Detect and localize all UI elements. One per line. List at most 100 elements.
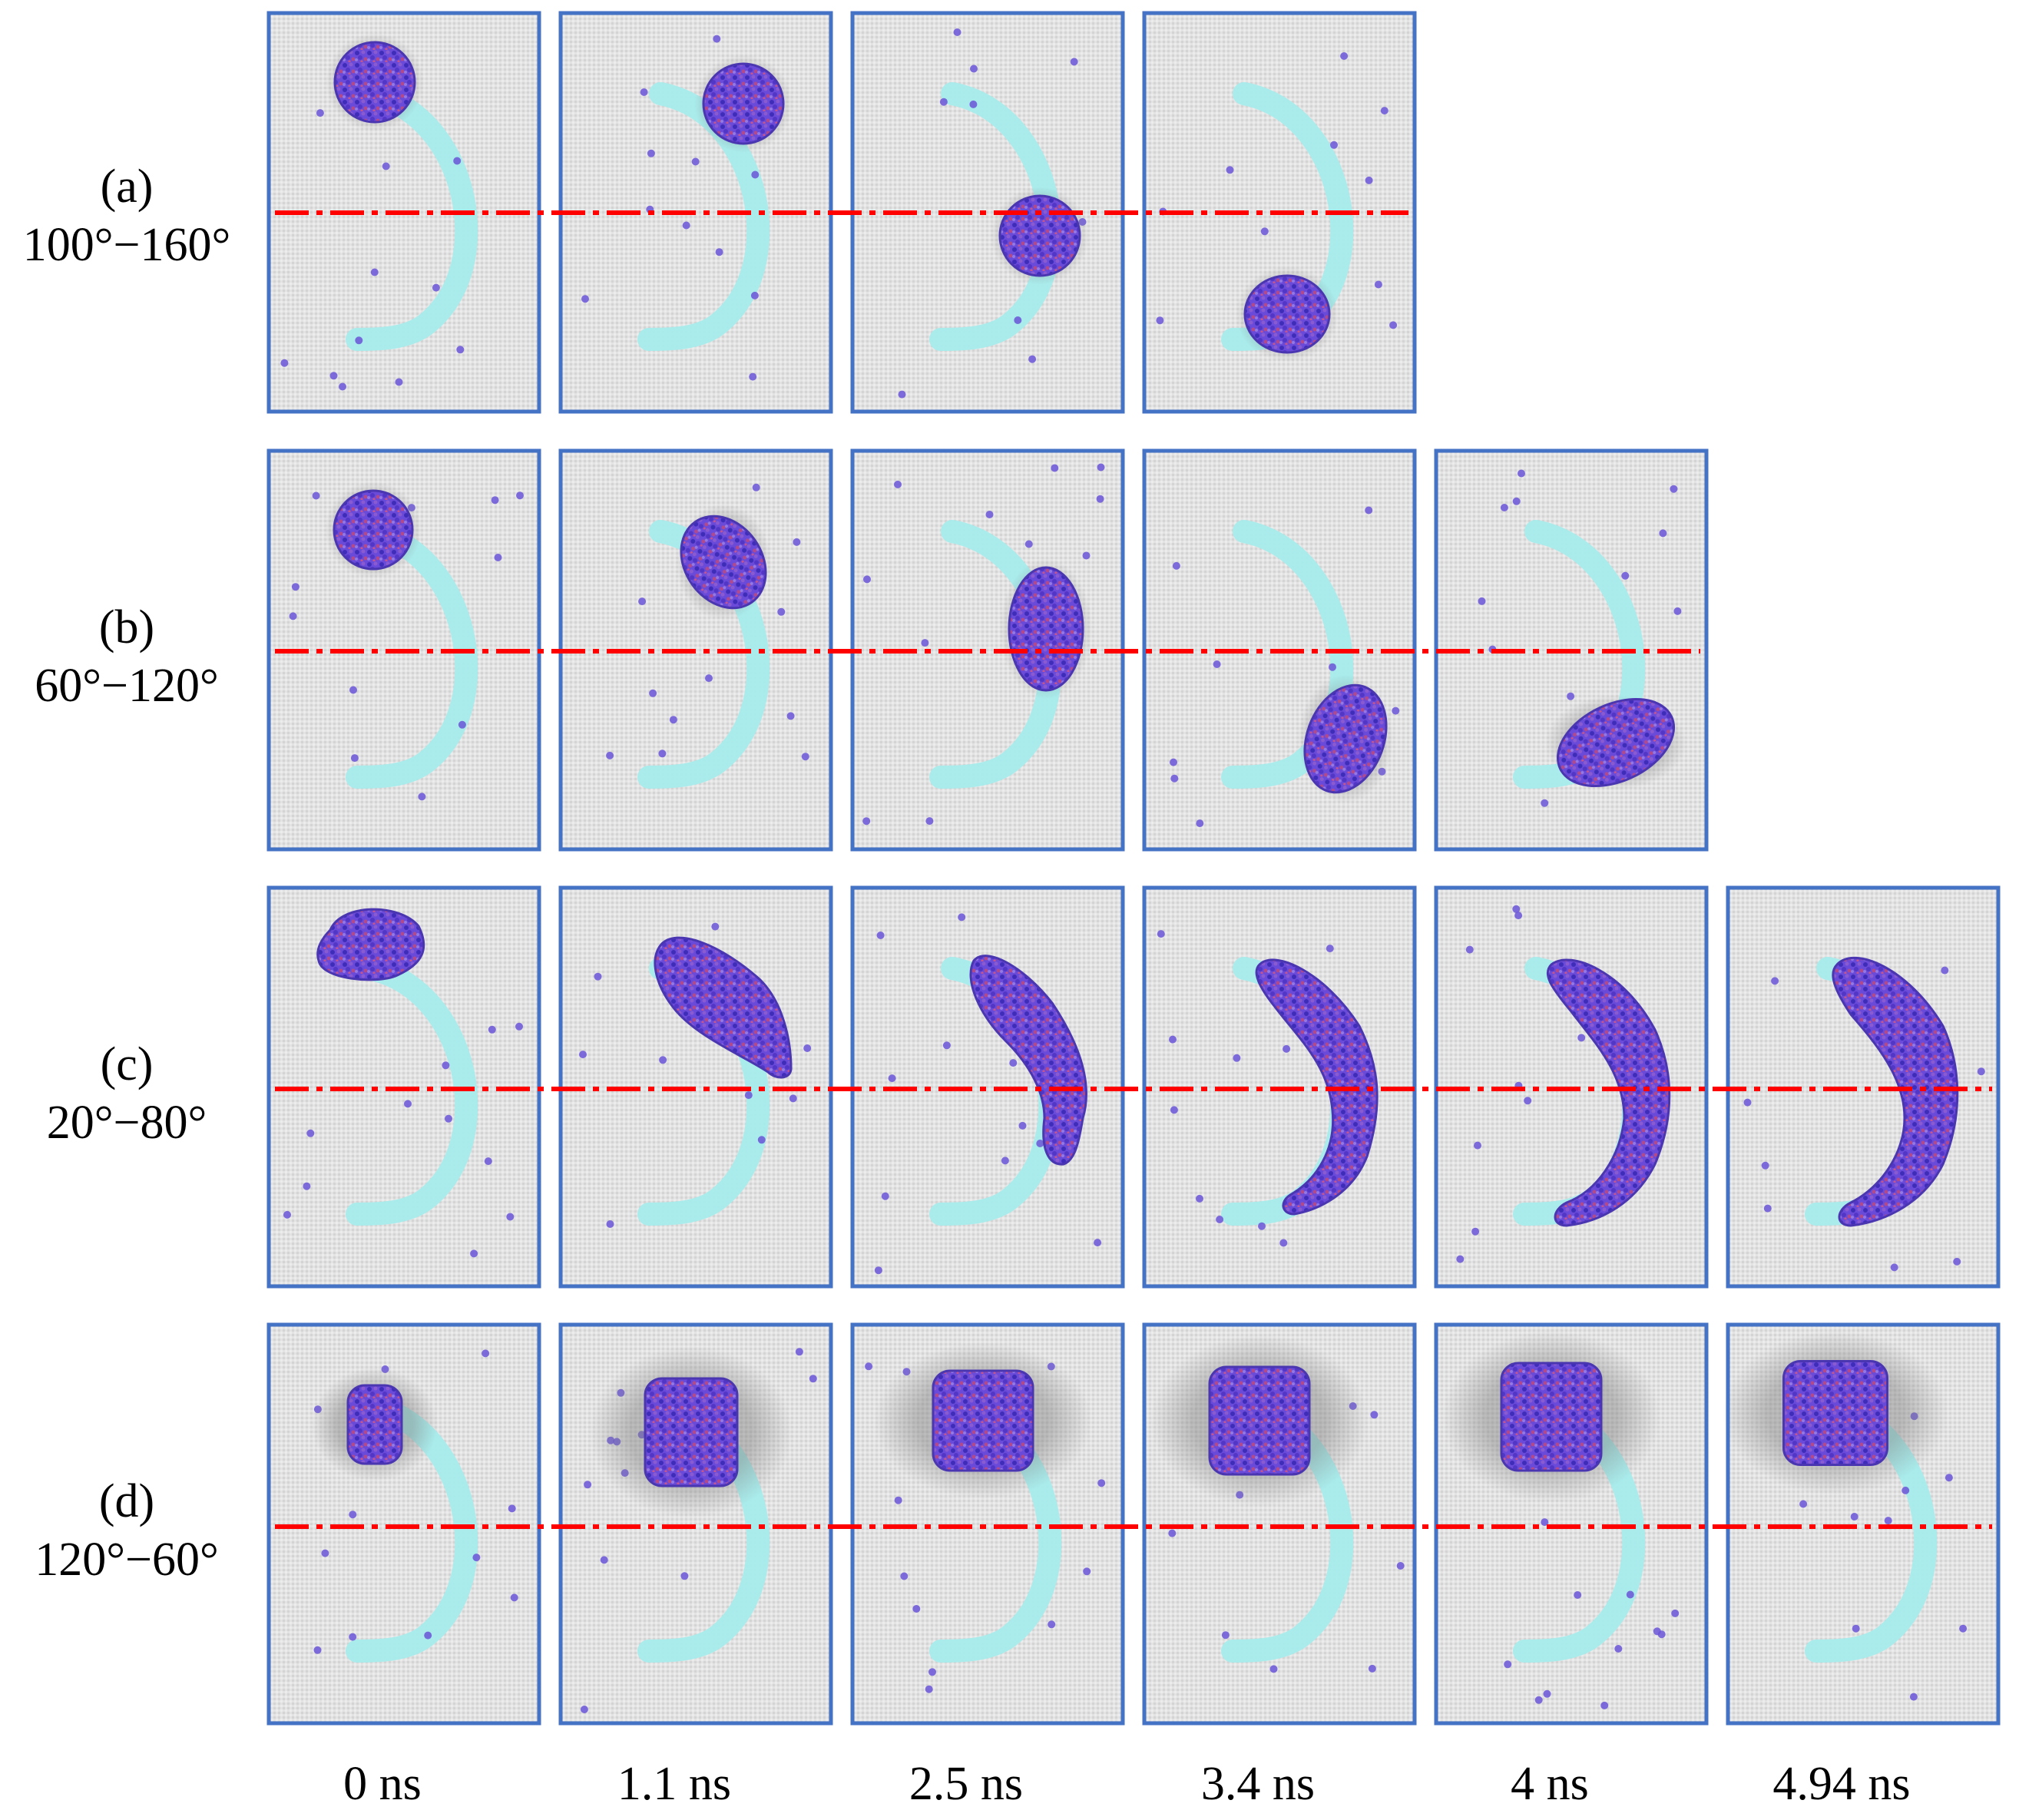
droplet xyxy=(654,936,793,1079)
particle xyxy=(482,1349,490,1358)
particle xyxy=(349,1511,357,1519)
panel-d-1 xyxy=(558,1322,833,1726)
particle xyxy=(1170,774,1179,783)
particle xyxy=(303,1182,311,1190)
particle xyxy=(1374,280,1382,289)
panel-frame xyxy=(1142,1322,1417,1726)
particle xyxy=(925,817,934,826)
particle xyxy=(1083,1567,1091,1576)
particle xyxy=(1389,321,1398,329)
particle xyxy=(1024,540,1033,548)
particle xyxy=(316,109,324,117)
particle xyxy=(942,1041,951,1050)
particle xyxy=(1014,316,1022,324)
droplet xyxy=(702,62,785,145)
particle xyxy=(1196,819,1204,828)
particle xyxy=(600,1556,608,1564)
particle xyxy=(1567,692,1575,700)
particle xyxy=(1396,1562,1405,1570)
particle xyxy=(453,157,462,165)
particle xyxy=(1621,571,1630,580)
panel-frame xyxy=(266,1322,541,1726)
curved-track xyxy=(346,520,478,789)
row-c-panels xyxy=(266,885,2001,1289)
row-range-b: 60°−120° xyxy=(35,660,219,712)
particle xyxy=(1168,1529,1177,1537)
droplet xyxy=(1500,1362,1603,1472)
particle xyxy=(606,1220,614,1228)
particle xyxy=(809,1375,817,1383)
particle xyxy=(349,1633,357,1641)
particle xyxy=(862,817,871,826)
particle xyxy=(1518,469,1525,478)
particle xyxy=(606,751,614,759)
particle xyxy=(508,1504,516,1513)
particle xyxy=(1614,1645,1623,1653)
row-tag-d: (d) xyxy=(98,1475,155,1527)
particle xyxy=(1512,497,1521,505)
particle xyxy=(506,1213,515,1221)
particle xyxy=(1170,1106,1178,1114)
particle xyxy=(1172,561,1180,570)
particle xyxy=(881,1192,889,1200)
particle xyxy=(638,597,647,606)
particle xyxy=(350,754,359,763)
row-label-d: (d) 120°−60° xyxy=(0,1472,253,1589)
particle xyxy=(1626,1590,1634,1599)
droplet xyxy=(1008,566,1084,692)
particle xyxy=(1771,977,1779,985)
particle xyxy=(456,346,465,354)
droplet xyxy=(1832,957,1959,1227)
panel-d-2 xyxy=(850,1322,1125,1726)
particle xyxy=(1909,1693,1918,1701)
particle xyxy=(1036,1140,1044,1147)
particle xyxy=(1902,1486,1910,1494)
particle xyxy=(865,1362,873,1371)
particle xyxy=(713,35,721,43)
particle xyxy=(803,1044,812,1052)
panel-frame xyxy=(1434,1322,1709,1726)
particle xyxy=(1534,1696,1543,1704)
particle xyxy=(1465,945,1474,954)
droplet xyxy=(1243,274,1331,354)
particle xyxy=(1514,912,1523,920)
particle xyxy=(1543,1689,1551,1698)
particle xyxy=(1368,1664,1376,1673)
particle xyxy=(1670,485,1678,493)
particle xyxy=(928,1668,936,1676)
droplet xyxy=(316,908,425,981)
droplet xyxy=(998,194,1081,277)
particle xyxy=(395,378,403,386)
particle xyxy=(1094,1239,1102,1247)
particle xyxy=(321,1549,329,1557)
particle xyxy=(1380,107,1388,115)
particle xyxy=(874,1266,882,1275)
particle xyxy=(777,607,786,616)
particle xyxy=(349,686,357,694)
row-b-panels xyxy=(266,448,1709,852)
particle xyxy=(1216,1216,1224,1223)
curved-track xyxy=(929,520,1062,789)
particle xyxy=(313,1646,322,1654)
particle xyxy=(1761,1161,1769,1170)
particle xyxy=(1953,1257,1961,1266)
particle xyxy=(1269,1665,1278,1673)
particle xyxy=(1653,1627,1661,1636)
particle xyxy=(1541,799,1549,807)
particle xyxy=(647,149,655,157)
panel-d-3 xyxy=(1142,1322,1417,1726)
particle xyxy=(1156,316,1164,325)
particle xyxy=(715,248,723,256)
particle xyxy=(1504,1660,1512,1669)
particle xyxy=(691,157,700,166)
droplet xyxy=(1208,1365,1311,1476)
particle xyxy=(510,1593,518,1602)
time-label-2: 2.5 ns xyxy=(909,1758,1024,1810)
particle xyxy=(1279,1239,1288,1247)
particle xyxy=(1671,1609,1680,1617)
panel-frame xyxy=(1142,11,1417,414)
droplet xyxy=(333,41,416,124)
droplet xyxy=(644,1377,739,1487)
particle xyxy=(472,1554,481,1562)
